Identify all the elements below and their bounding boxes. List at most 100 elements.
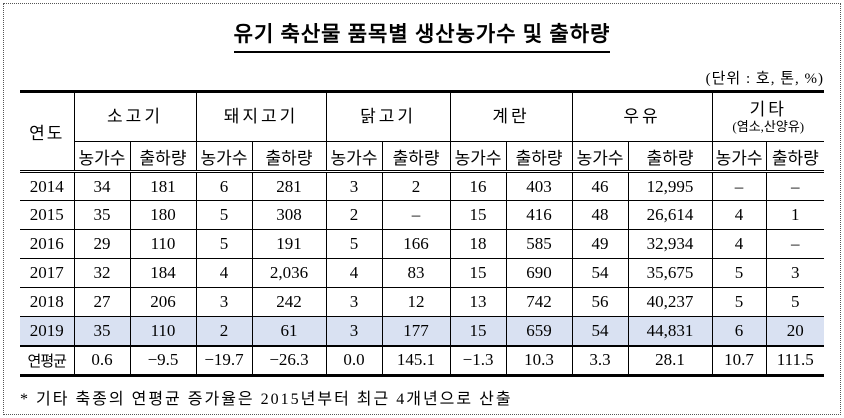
average-row: 연평균 0.6 −9.5 −19.7 −26.3 0.0 145.1 −1.3 10.3 3.3 2… — [20, 344, 825, 377]
subheader-farms: 농가수 — [711, 141, 767, 173]
data-cell: – — [711, 171, 767, 201]
data-cell: 10.7 — [711, 344, 767, 377]
data-cell: 5 — [711, 287, 767, 317]
year-cell: 2015 — [20, 200, 75, 230]
data-cell: −9.5 — [129, 344, 197, 377]
data-cell: 16 — [449, 171, 507, 201]
group-header-eggs: 계란 — [449, 90, 573, 142]
data-cell: 5 — [195, 200, 253, 230]
year-cell: 2014 — [20, 171, 75, 201]
data-cell: 35,675 — [627, 258, 713, 288]
group-label: 돼지고기 — [223, 107, 299, 127]
data-cell: – — [765, 229, 825, 259]
data-cell: 5 — [765, 287, 825, 317]
data-cell: 3 — [325, 316, 383, 346]
data-cell: 180 — [129, 200, 197, 230]
data-cell: 35 — [73, 316, 131, 346]
subheader-shipment: 출하량 — [251, 141, 327, 173]
data-cell: 15 — [449, 258, 507, 288]
data-cell: 27 — [73, 287, 131, 317]
data-cell: 13 — [449, 287, 507, 317]
group-header-beef: 소고기 — [73, 90, 197, 142]
data-cell: 26,614 — [627, 200, 713, 230]
data-cell: 18 — [449, 229, 507, 259]
data-cell: 2 — [195, 316, 253, 346]
data-cell: 242 — [251, 287, 327, 317]
table-row: 2017 32 184 4 2,036 4 83 15 690 54 35,675 5 3 — [20, 258, 825, 288]
group-label: 계란 — [492, 107, 530, 127]
report-page: 유기 축산물 품목별 생산농가수 및 출하량 (단위 : 호, 톤, %) 연도… — [20, 18, 825, 408]
data-cell: 46 — [571, 171, 629, 201]
table-row: 2014 34 181 6 281 3 2 16 403 46 12,995– – — [20, 171, 825, 201]
data-cell: 308 — [251, 200, 327, 230]
data-cell: 184 — [129, 258, 197, 288]
data-cell: 10.3 — [505, 344, 573, 377]
subheader-shipment: 출하량 — [627, 141, 713, 173]
data-cell: 659 — [505, 316, 573, 346]
data-cell: 3 — [765, 258, 825, 288]
group-header-row: 연도 소고기 돼지고기 닭고기 계란 우유 기타 (염소,산양 — [20, 90, 825, 173]
footnote: * 기타 축종의 연평균 증가율은 2015년부터 최근 4개년으로 산출 — [20, 391, 513, 408]
sub-header-row: 농가수 출하량 농가수 출하량 농가수 출하량 농가수 출하량 농가수 출하량 … — [20, 141, 825, 173]
table-row: 2019 35 110 2 61 3 177 15 659 54 44,831 6 20 — [20, 316, 825, 346]
data-cell: 54 — [571, 258, 629, 288]
subheader-farms: 농가수 — [571, 141, 629, 173]
data-cell: 5 — [195, 229, 253, 259]
data-cell: 15 — [449, 316, 507, 346]
data-cell: 12 — [381, 287, 451, 317]
data-cell: 110 — [129, 229, 197, 259]
data-cell: 35 — [73, 200, 131, 230]
year-cell: 2016 — [20, 229, 75, 259]
data-cell: 166 — [381, 229, 451, 259]
table-header: 연도 소고기 돼지고기 닭고기 계란 우유 기타 (염소,산양 — [20, 90, 825, 173]
units-note: (단위 : 호, 톤, %) — [705, 71, 824, 87]
page-title-text: 유기 축산물 품목별 생산농가수 및 출하량 — [233, 18, 611, 53]
data-cell: 0.6 — [73, 344, 131, 377]
data-cell: 585 — [505, 229, 573, 259]
data-cell: 690 — [505, 258, 573, 288]
data-cell: 206 — [129, 287, 197, 317]
data-cell: −26.3 — [251, 344, 327, 377]
data-cell: −1.3 — [449, 344, 507, 377]
data-cell: 12,995 — [627, 171, 713, 201]
table-body: 2014 34 181 6 281 3 2 16 403 46 12,995– –2015 35 180 5… — [20, 171, 825, 377]
year-cell: 2019 — [20, 316, 75, 346]
data-cell: 3 — [325, 287, 383, 317]
data-cell: 111.5 — [765, 344, 825, 377]
data-cell: 281 — [251, 171, 327, 201]
data-cell: 4 — [711, 229, 767, 259]
subheader-shipment: 출하량 — [765, 141, 825, 173]
year-cell: 2018 — [20, 287, 75, 317]
data-cell: 83 — [381, 258, 451, 288]
group-sublabel: (염소,산양유) — [732, 118, 805, 134]
year-column-header: 연도 — [20, 90, 75, 173]
data-cell: 145.1 — [381, 344, 451, 377]
data-cell: 56 — [571, 287, 629, 317]
data-cell: 177 — [381, 316, 451, 346]
data-cell: – — [765, 171, 825, 201]
data-cell: 61 — [251, 316, 327, 346]
group-header-milk: 우유 — [571, 90, 713, 142]
table-row: 2018 27 206 3 242 3 12 13 742 56 40,237 5 5 — [20, 287, 825, 317]
data-cell: 4 — [195, 258, 253, 288]
data-cell: 54 — [571, 316, 629, 346]
subheader-shipment: 출하량 — [505, 141, 573, 173]
data-cell: 32 — [73, 258, 131, 288]
data-cell: 40,237 — [627, 287, 713, 317]
table-row: 2015 35 180 5 308 2–15 416 48 26,614 4 1 — [20, 200, 825, 230]
table-row: 2016 29 110 5 191 5 166 18 585 49 32,934 4– — [20, 229, 825, 259]
data-cell: 5 — [325, 229, 383, 259]
group-label: 닭고기 — [360, 107, 416, 127]
data-cell: 28.1 — [627, 344, 713, 377]
data-cell: 34 — [73, 171, 131, 201]
data-cell: 0.0 — [325, 344, 383, 377]
data-cell: 1 — [765, 200, 825, 230]
data-cell: 191 — [251, 229, 327, 259]
data-cell: 6 — [195, 171, 253, 201]
livestock-table: 연도 소고기 돼지고기 닭고기 계란 우유 기타 (염소,산양 — [20, 90, 825, 377]
group-header-pork: 돼지고기 — [195, 90, 327, 142]
data-cell: 3.3 — [571, 344, 629, 377]
group-label: 소고기 — [107, 107, 163, 127]
data-cell: 44,831 — [627, 316, 713, 346]
group-header-etc: 기타 (염소,산양유) — [711, 90, 825, 142]
